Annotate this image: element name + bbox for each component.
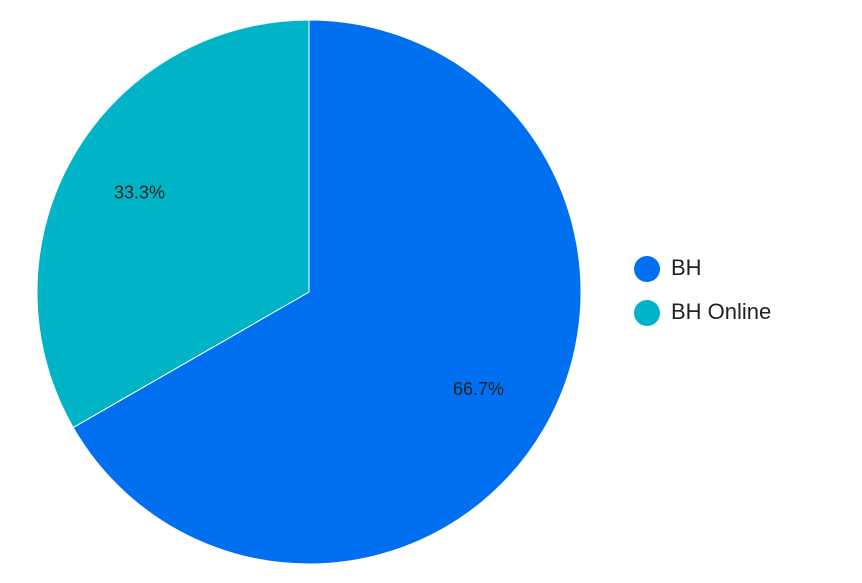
legend-marker-bh-online <box>634 300 660 326</box>
legend-label-bh: BH <box>671 255 702 280</box>
pie-slice-bh <box>72 19 582 565</box>
pie-slice-bh-online <box>36 19 310 429</box>
data-label-bh: 66.7% <box>453 379 504 399</box>
pie-data-labels: 66.7% 33.3% <box>114 183 504 399</box>
legend-marker-bh <box>634 256 660 282</box>
legend: BH BH Online <box>634 255 771 326</box>
pie-slices <box>36 19 582 565</box>
data-label-bh-online: 33.3% <box>114 183 165 203</box>
legend-label-bh-online: BH Online <box>671 299 771 324</box>
